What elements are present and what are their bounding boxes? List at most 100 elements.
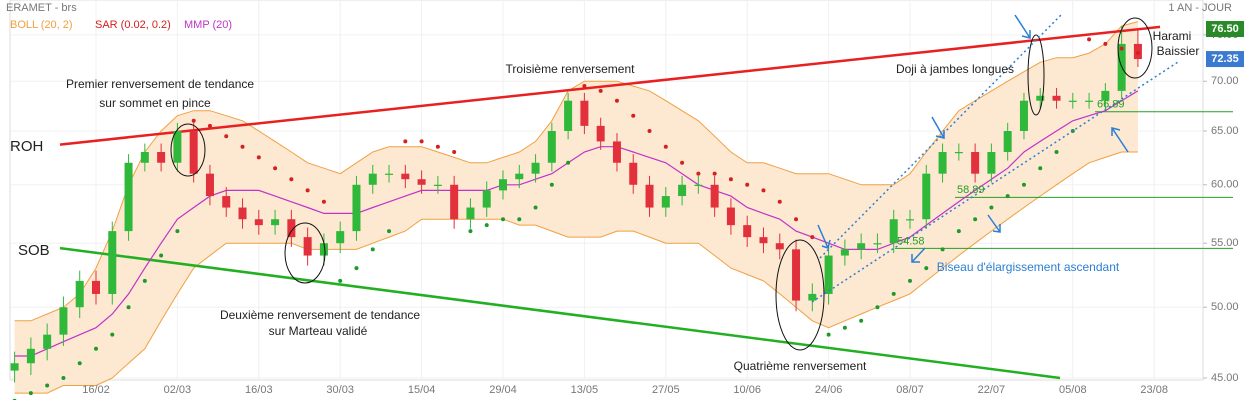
- sar-dot: [614, 98, 619, 103]
- candle-body: [840, 249, 849, 256]
- y-tick-label: 45.00: [1211, 372, 1239, 384]
- annotation: Deuxième renversement de tendance: [220, 308, 420, 322]
- sar-dot: [696, 171, 701, 176]
- highlight-ellipse: [1027, 34, 1045, 116]
- y-tick-label: 50.00: [1211, 301, 1239, 313]
- candle-body: [531, 162, 540, 174]
- candle-body: [499, 179, 507, 191]
- sar-dot: [354, 266, 359, 271]
- sar-dot: [175, 229, 180, 234]
- y-tick-label: 65.00: [1211, 125, 1239, 137]
- plot-frame: [9, 0, 1204, 381]
- sar-dot: [403, 139, 408, 144]
- price-tag-label: 72.35: [1211, 53, 1239, 65]
- candle-body: [1085, 100, 1094, 102]
- sar-dot: [810, 235, 815, 240]
- sar-dot: [28, 391, 33, 396]
- sar-dot: [1038, 166, 1043, 171]
- sar-dot: [875, 305, 880, 310]
- candle-body: [564, 100, 573, 132]
- candle-body: [873, 243, 882, 245]
- x-tick-label: 23/08: [1140, 384, 1168, 396]
- price-tag: [1206, 21, 1244, 37]
- sar-dot: [468, 229, 473, 234]
- price-tag: [1206, 51, 1244, 68]
- sar-dot: [549, 182, 554, 187]
- candle-body: [515, 173, 524, 180]
- candle-body: [1068, 100, 1077, 102]
- candle-body: [743, 225, 752, 238]
- candle-body: [726, 207, 735, 226]
- period-label: 1 AN - JOUR: [1168, 2, 1232, 14]
- sar-dot: [159, 253, 164, 258]
- arrow: [931, 116, 945, 139]
- candle-body: [694, 184, 703, 186]
- sar-dot: [842, 325, 847, 330]
- sar-dot: [110, 332, 115, 337]
- band-line: [14, 21, 1139, 322]
- sar-dot: [777, 199, 782, 204]
- candle-body: [922, 173, 931, 220]
- candle-body: [319, 243, 328, 256]
- x-tick-label: 24/06: [815, 384, 843, 396]
- legend-entry: BOLL (20, 2): [10, 19, 73, 31]
- annotation: Troisième renversement: [506, 62, 636, 76]
- sar-dot: [435, 144, 440, 149]
- sar-dot: [1021, 182, 1026, 187]
- candle-body: [596, 125, 605, 142]
- x-tick-label: 30/03: [326, 384, 354, 396]
- candle-body: [287, 219, 296, 238]
- sar-dot: [61, 376, 66, 380]
- annotation: sur Marteau validé: [269, 324, 368, 338]
- sar-dot: [224, 134, 229, 139]
- sar-dot: [1135, 51, 1140, 56]
- candle-body: [971, 152, 980, 174]
- moving-average: [14, 90, 1139, 357]
- highlight-ellipse: [775, 239, 825, 351]
- candle-body: [824, 255, 833, 294]
- sar-dot: [452, 150, 457, 155]
- sar-dot: [321, 199, 326, 204]
- x-tick-label: 16/03: [245, 384, 273, 396]
- candle-body: [336, 231, 345, 244]
- sar-dot: [712, 171, 717, 176]
- band-line: [14, 151, 1138, 394]
- sar-dot: [973, 217, 978, 222]
- highlight-ellipse: [170, 123, 206, 177]
- sar-dot: [256, 155, 261, 160]
- candle-body: [710, 184, 719, 208]
- candle-body: [205, 173, 214, 197]
- annotation: Premier renversement de tendance: [66, 77, 254, 91]
- sar-dot: [419, 139, 424, 144]
- candle-body: [385, 173, 394, 175]
- candle-body: [482, 190, 491, 208]
- y-tick-label: 55.00: [1211, 237, 1239, 249]
- candle-body: [401, 173, 410, 180]
- candle-body: [124, 162, 133, 232]
- x-tick-label: 13/05: [571, 384, 599, 396]
- sar-dot: [501, 217, 505, 222]
- sar-dot: [387, 229, 392, 234]
- trendline-label: ROH: [10, 138, 43, 155]
- sar-dot: [745, 182, 750, 187]
- sar-dot: [1005, 194, 1010, 199]
- candle-body: [352, 184, 361, 232]
- candle-body: [92, 280, 100, 294]
- candle-body: [189, 131, 198, 174]
- candle-body: [547, 131, 556, 163]
- sar-dot: [370, 247, 375, 252]
- sar-dot: [598, 88, 603, 93]
- candle-body: [1101, 90, 1110, 101]
- level-label: 58.89: [957, 184, 985, 196]
- legend-entry: MMP (20): [184, 19, 232, 31]
- sar-dot: [94, 346, 98, 351]
- candle-body: [466, 207, 475, 220]
- candle-body: [450, 184, 459, 220]
- sar-dot: [126, 305, 131, 310]
- candle-body: [775, 243, 784, 250]
- y-tick-label: 70.00: [1211, 75, 1239, 87]
- sar-dot: [956, 229, 961, 234]
- level-label: 66.89: [1097, 99, 1125, 111]
- sar-dot: [207, 123, 212, 128]
